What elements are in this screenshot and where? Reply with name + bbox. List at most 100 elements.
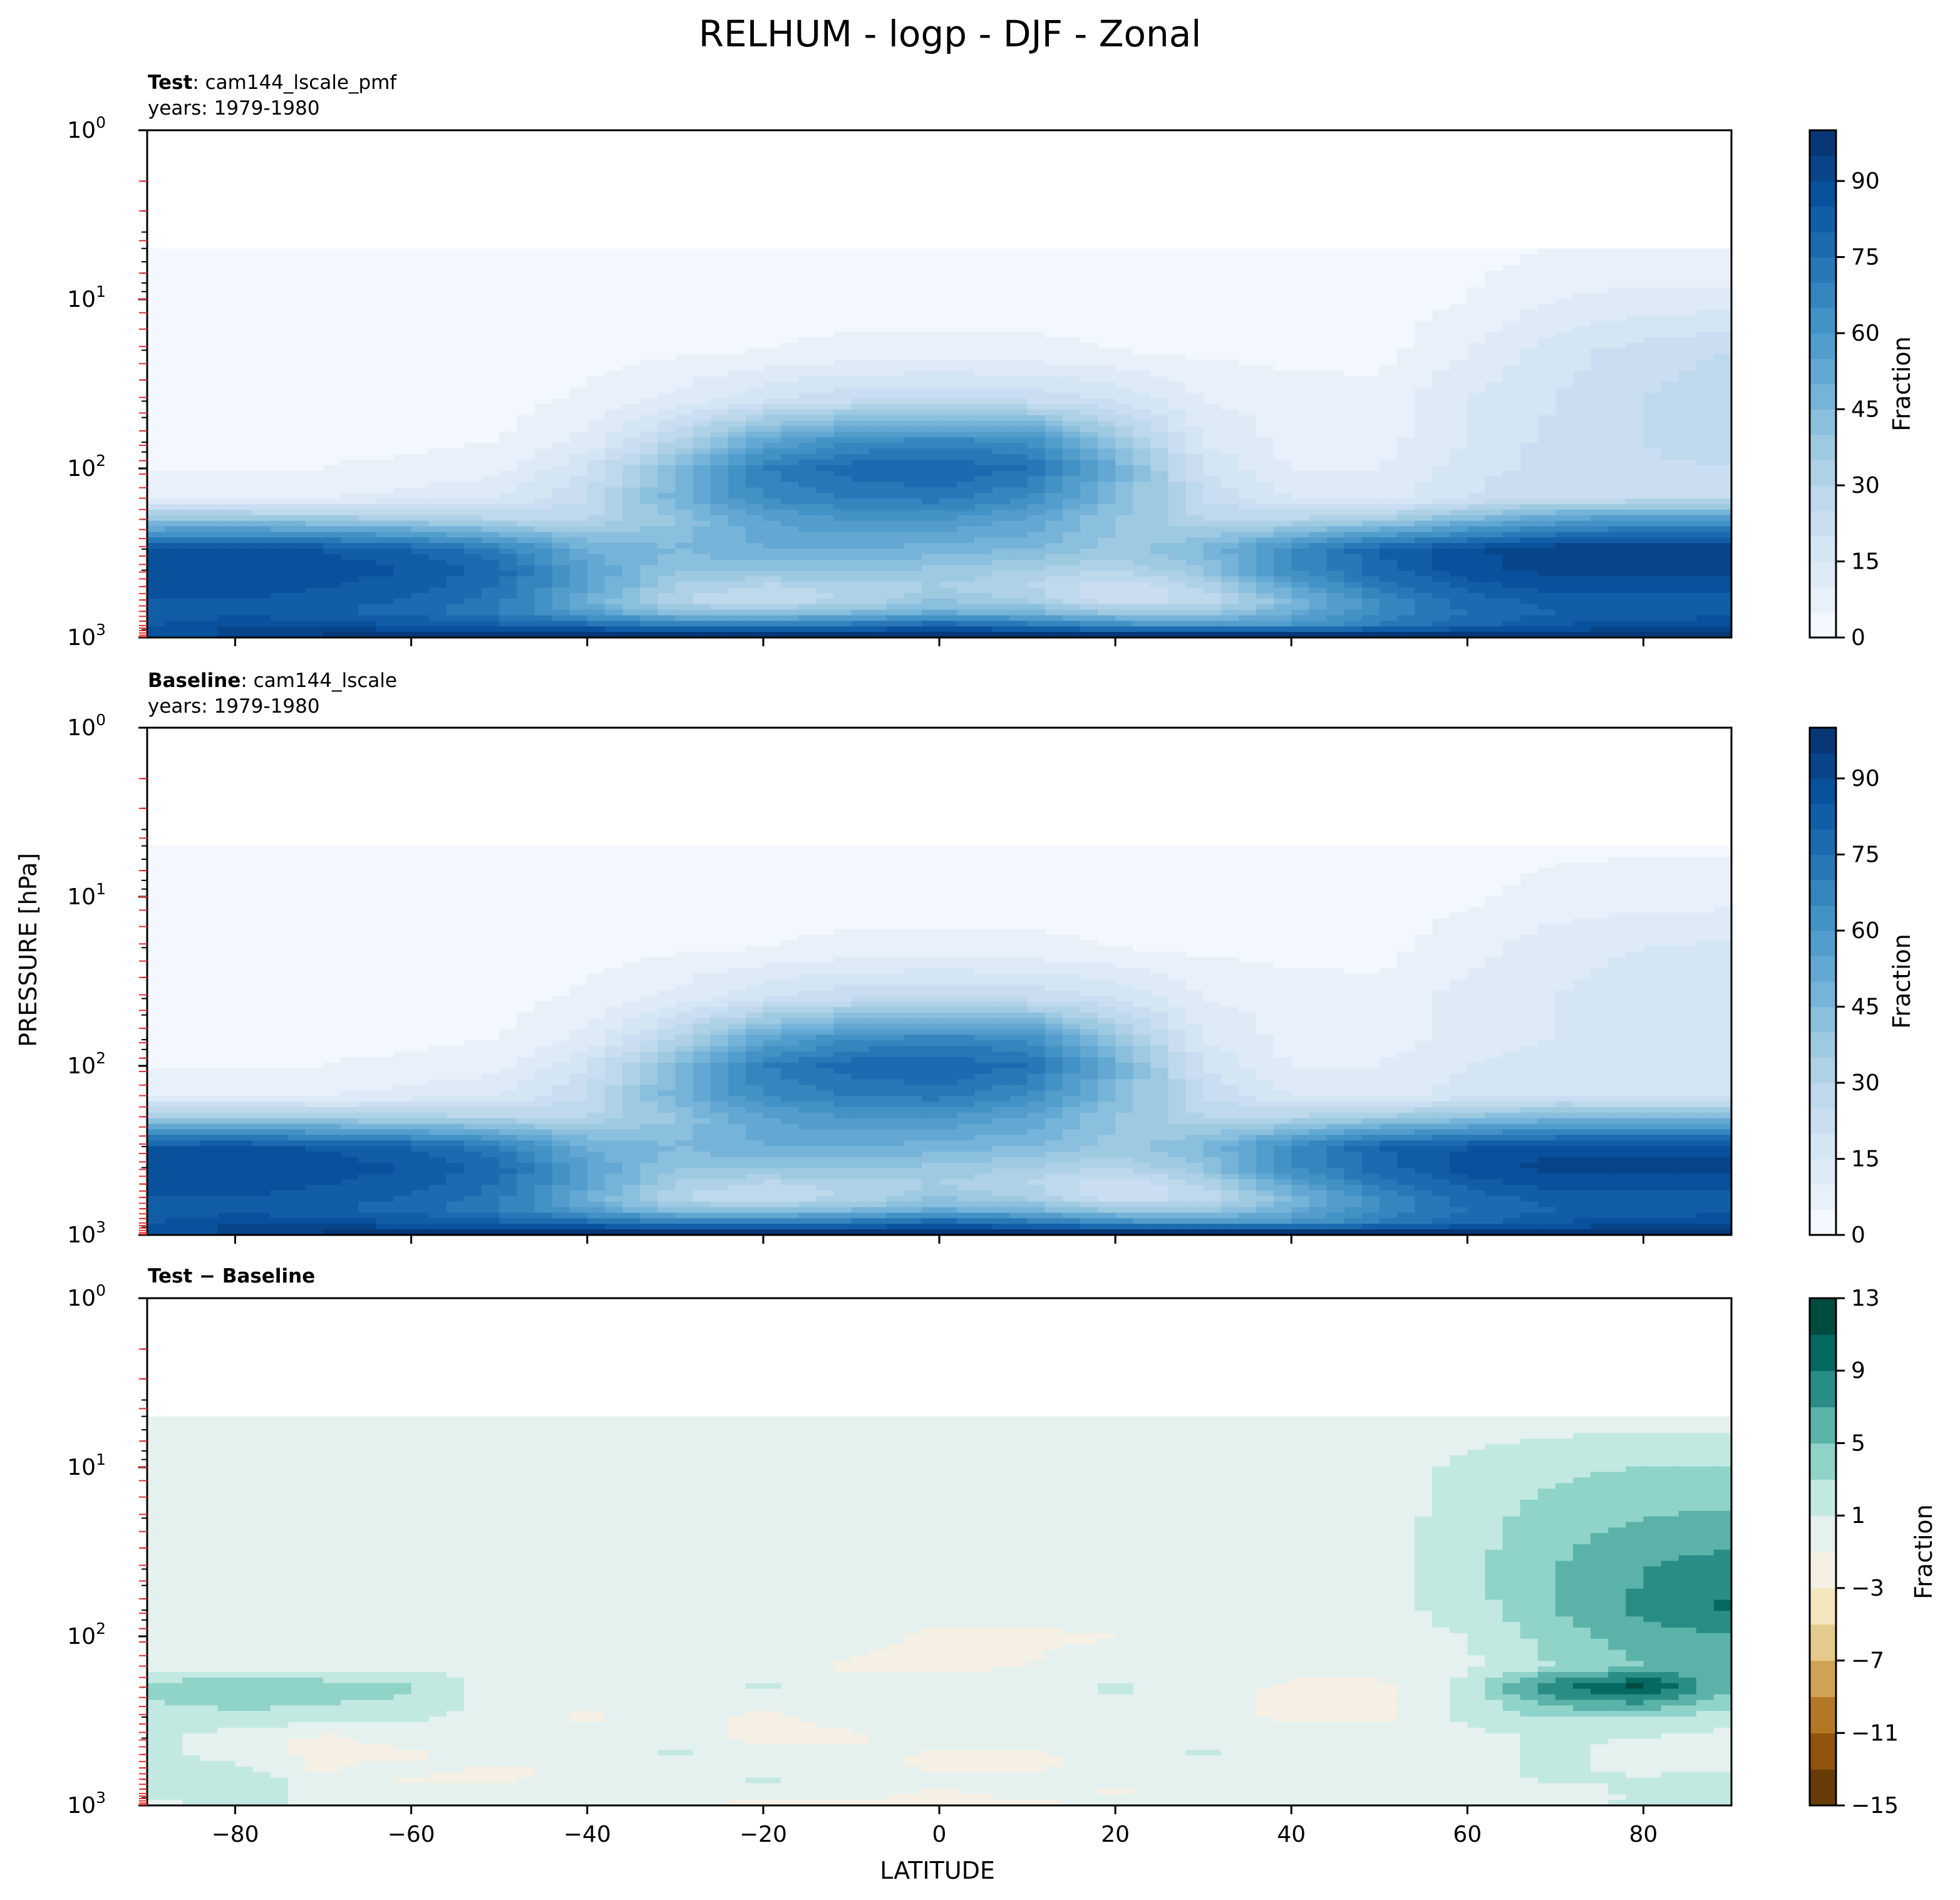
test-contour-cell (798, 331, 817, 338)
test-contour-cell (1009, 398, 1028, 405)
test-contour-cell (1027, 271, 1046, 277)
test-contour-cell (869, 437, 887, 443)
test-contour-cell (1344, 404, 1363, 410)
test-contour-cell (1203, 448, 1222, 455)
test-contour-cell (1309, 431, 1328, 438)
test-contour-cell (992, 321, 1011, 327)
test-contour-cell (869, 465, 887, 472)
test-contour-cell (693, 354, 711, 360)
test-contour-cell (1396, 292, 1415, 299)
test-contour-cell (287, 470, 306, 477)
test-contour-cell (1168, 387, 1187, 394)
test-contour-cell (781, 498, 799, 505)
test-contour-cell (393, 292, 412, 299)
test-contour-cell (675, 354, 694, 360)
test-contour-cell (182, 470, 200, 477)
test-contour-cell (1150, 287, 1169, 294)
test-contour-cell (1203, 343, 1222, 349)
test-contour-cell (886, 354, 905, 360)
test-contour-cell (1502, 287, 1521, 294)
test-contour-cell (482, 526, 500, 532)
test-contour-cell (816, 470, 834, 477)
test-contour-cell (1168, 259, 1187, 266)
test-contour-cell (1009, 376, 1028, 383)
test-contour-cell (658, 426, 676, 433)
test-contour-cell (1678, 487, 1697, 493)
test-contour-cell (499, 337, 517, 344)
test-contour-cell (1415, 265, 1433, 271)
test-contour-cell (200, 365, 219, 371)
test-contour-cell (1203, 281, 1222, 288)
test-contour-cell (1502, 331, 1521, 338)
test-contour-cell (974, 271, 993, 277)
test-contour-cell (763, 376, 781, 383)
test-contour-cell (710, 415, 729, 421)
test-contour-cell (1537, 326, 1556, 333)
test-contour-cell (306, 548, 324, 555)
test-contour-cell (200, 321, 219, 327)
test-contour-cell (869, 298, 887, 305)
test-contour-cell (534, 348, 553, 354)
test-contour-cell (1485, 515, 1504, 522)
test-contour-cell (1185, 281, 1204, 288)
test-contour-cell (1080, 454, 1098, 460)
test-contour-cell (341, 343, 359, 349)
test-contour-cell (569, 443, 588, 449)
test-contour-cell (1344, 276, 1363, 282)
test-contour-cell (974, 515, 993, 522)
test-contour-cell (728, 465, 746, 472)
test-contour-cell (710, 498, 729, 505)
test-contour-cell (604, 315, 623, 321)
test-contour-cell (816, 548, 834, 555)
test-contour-cell (393, 381, 412, 388)
test-contour-cell (1309, 520, 1328, 527)
test-contour-cell (1555, 381, 1574, 388)
test-contour-cell (886, 365, 905, 371)
test-contour-cell (833, 454, 852, 460)
test-contour-cell (252, 381, 271, 388)
test-contour-cell (992, 443, 1011, 449)
test-contour-cell (851, 543, 870, 549)
test-contour-cell (1432, 548, 1450, 555)
test-contour-cell (587, 359, 606, 366)
test-contour-cell (869, 326, 887, 333)
test-contour-cell (939, 248, 957, 255)
test-contour-cell (728, 265, 746, 271)
test-contour-cell (587, 520, 606, 527)
test-contour-cell (587, 321, 606, 327)
test-contour-cell (1115, 265, 1133, 271)
test-contour-cell (1626, 509, 1644, 516)
test-contour-cell (217, 354, 236, 360)
test-contour-cell (428, 393, 447, 399)
test-contour-cell (1379, 321, 1398, 327)
test-contour-cell (1080, 493, 1098, 499)
test-contour-cell (464, 548, 482, 555)
test-contour-cell (446, 354, 465, 360)
test-contour-cell (1555, 410, 1574, 416)
test-contour-cell (622, 265, 641, 271)
test-contour-cell (1696, 343, 1715, 349)
test-contour-cell (1608, 248, 1626, 255)
test-contour-cell (640, 420, 658, 427)
test-contour-cell (1344, 543, 1363, 549)
test-contour-cell (745, 470, 764, 477)
test-contour-cell (992, 331, 1011, 338)
test-contour-cell (482, 287, 500, 294)
test-contour-cell (1133, 532, 1151, 538)
test-contour-cell (833, 509, 852, 516)
test-contour-cell (1661, 520, 1679, 527)
test-contour-cell (287, 443, 306, 449)
test-contour-cell (1450, 359, 1468, 366)
test-contour-cell (693, 410, 711, 416)
test-contour-cell (1062, 331, 1081, 338)
test-contour-cell (1485, 487, 1504, 493)
test-contour-cell (1062, 304, 1081, 310)
test-contour-cell (1168, 520, 1187, 527)
test-contour-cell (446, 393, 465, 399)
test-contour-cell (1713, 254, 1732, 261)
test-contour-cell (446, 515, 465, 522)
test-contour-cell (1608, 348, 1626, 354)
test-contour-cell (939, 543, 957, 549)
test-contour-cell (1643, 271, 1662, 277)
test-contour-cell (1238, 354, 1257, 360)
